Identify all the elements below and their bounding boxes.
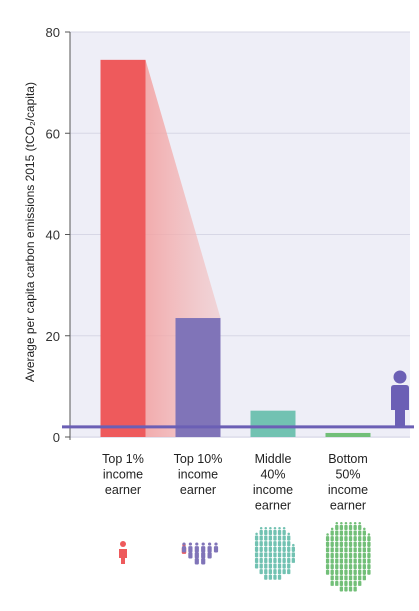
bar-4 [325,432,371,437]
y-tick-label-20: 20 [46,329,60,344]
y-tick-label-80: 80 [46,25,60,40]
category-label-3-line-3: income [253,483,293,497]
category-label-2-line-3: earner [180,483,216,497]
category-label-1-line-1: Top 1% [102,452,144,466]
bars [100,59,371,437]
category-label-3-line-2: 40% [260,468,285,482]
category-label-3-line-4: earner [255,499,291,513]
category-label-3-line-1: Middle [255,452,292,466]
small-crowd-icon [181,542,219,565]
bar-1 [100,59,146,437]
person-icon [391,370,409,427]
large-crowd-icon [325,522,371,592]
category-label-2-line-1: Top 10% [174,452,223,466]
category-label-4-line-1: Bottom [328,452,368,466]
category-label-1-line-2: income [103,468,143,482]
population-icons [119,522,371,592]
medium-crowd-icon [254,527,295,580]
category-label-4-line-2: 50% [335,468,360,482]
category-label-4-line-3: income [328,483,368,497]
category-label-2-line-2: income [178,468,218,482]
category-label-4-line-4: earner [330,499,366,513]
y-ticks: 0 20 40 60 80 [46,25,70,445]
bar-3 [250,410,296,437]
category-label-1-line-3: earner [105,483,141,497]
reference-line [62,370,414,429]
y-axis-label: Average per capita carbon emissions 2015… [23,82,37,382]
y-tick-label-0: 0 [53,430,60,445]
single-person-icon [119,541,127,564]
y-tick-label-40: 40 [46,228,60,243]
bar-2 [175,318,221,437]
y-tick-label-60: 60 [46,126,60,141]
